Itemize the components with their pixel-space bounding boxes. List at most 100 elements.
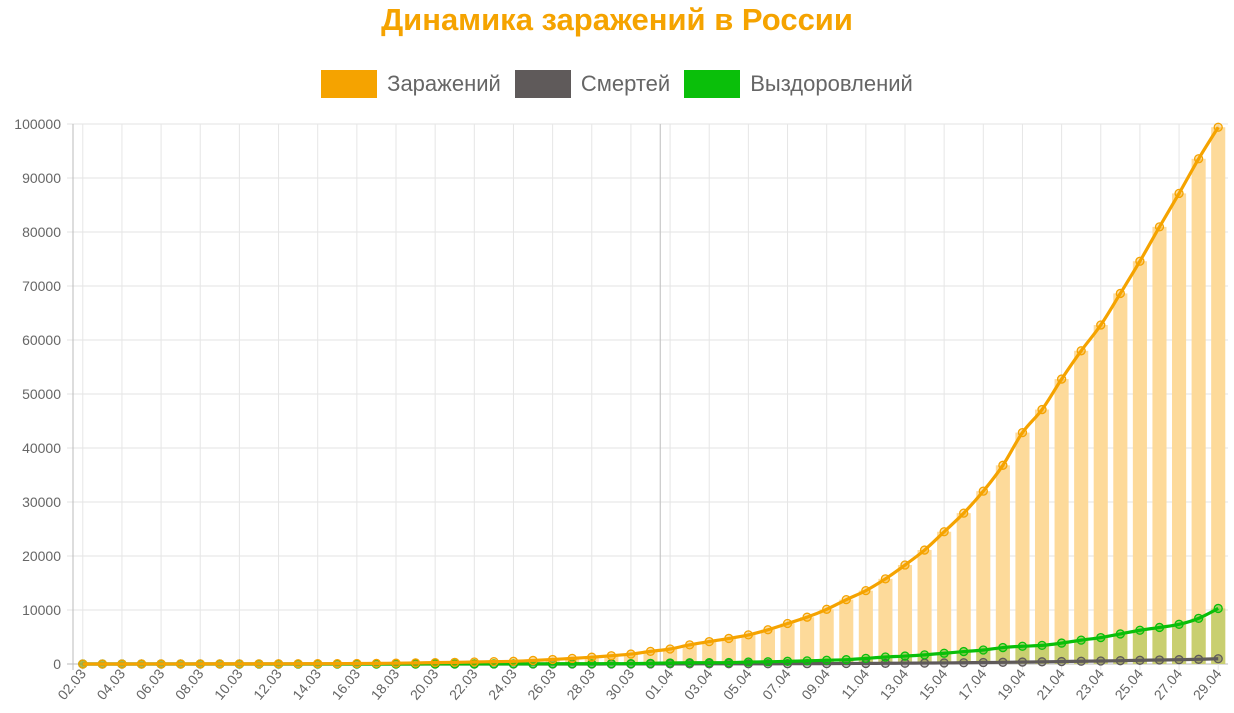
point-infected: [841, 594, 851, 605]
point-infected: [763, 625, 773, 635]
bar-infected: [1074, 350, 1089, 664]
point-deaths: [1076, 656, 1086, 666]
x-tick-label: 30.03: [602, 665, 637, 702]
point-recovered: [1135, 625, 1145, 635]
bar-infected: [819, 609, 834, 664]
point-recovered: [665, 658, 675, 668]
point-deaths: [919, 658, 930, 668]
point-recovered: [978, 645, 988, 655]
point-deaths: [900, 658, 910, 668]
point-infected: [665, 644, 675, 654]
x-tick-label: 29.04: [1190, 665, 1225, 702]
bar-infected: [525, 660, 541, 664]
legend-item-recovered[interactable]: Выздоровлений: [684, 70, 913, 98]
point-infected: [136, 659, 147, 669]
point-infected: [234, 659, 245, 669]
bar-infected: [760, 629, 776, 664]
y-tick-label: 60000: [22, 332, 61, 348]
bar-recovered: [1113, 633, 1128, 664]
point-recovered: [782, 656, 793, 666]
bar-infected: [565, 658, 580, 664]
point-recovered: [1056, 638, 1067, 648]
bar-infected: [721, 638, 736, 664]
bar-infected: [956, 513, 971, 664]
bar-infected: [937, 531, 952, 664]
bar-infected: [976, 491, 991, 664]
x-tick-label: 16.03: [328, 665, 363, 702]
point-deaths: [1115, 656, 1125, 666]
point-infected: [547, 654, 558, 665]
legend-swatch-infected: [321, 70, 378, 98]
bar-infected: [741, 634, 756, 664]
point-infected: [195, 659, 205, 669]
point-recovered: [587, 659, 597, 669]
point-recovered: [763, 657, 773, 667]
point-recovered: [626, 658, 636, 669]
point-recovered: [724, 657, 734, 668]
legend-item-infected[interactable]: Заражений: [321, 70, 501, 98]
point-recovered: [1017, 641, 1028, 651]
point-infected: [743, 630, 754, 640]
point-infected: [78, 659, 88, 669]
point-recovered: [606, 659, 616, 669]
point-infected: [528, 655, 538, 666]
x-tick-label: 21.04: [1033, 665, 1068, 702]
point-infected: [802, 612, 812, 622]
point-recovered: [1115, 629, 1125, 639]
bar-infected: [1034, 409, 1050, 664]
x-tick-label: 23.04: [1072, 665, 1107, 702]
bar-infected: [702, 641, 717, 664]
point-infected: [919, 545, 930, 555]
x-tick-label: 15.04: [916, 665, 951, 702]
point-infected: [626, 649, 636, 659]
point-infected: [1096, 320, 1106, 330]
point-deaths: [1135, 655, 1145, 665]
bar-infected: [800, 617, 815, 664]
point-recovered: [743, 657, 754, 667]
point-deaths: [1154, 655, 1165, 665]
x-tick-label: 03.04: [681, 665, 716, 702]
point-infected: [1076, 346, 1086, 356]
point-recovered: [1154, 622, 1165, 633]
point-recovered: [841, 655, 851, 665]
bar-recovered: [1191, 618, 1206, 664]
point-recovered: [645, 658, 656, 668]
point-infected: [685, 640, 695, 650]
point-infected: [1135, 256, 1145, 266]
point-deaths: [978, 657, 988, 668]
bar-infected: [545, 659, 560, 664]
bar-recovered: [1211, 608, 1226, 664]
point-recovered: [1037, 640, 1047, 651]
x-tick-label: 19.04: [994, 665, 1029, 702]
point-deaths: [1017, 657, 1028, 667]
point-infected: [1213, 122, 1223, 132]
legend-item-deaths[interactable]: Смертей: [514, 70, 670, 98]
x-tick-label: 05.04: [720, 665, 755, 702]
x-tick-label: 20.03: [407, 665, 442, 702]
bar-infected: [682, 644, 697, 664]
point-infected: [489, 656, 499, 667]
y-tick-label: 10000: [22, 602, 61, 618]
x-tick-label: 25.04: [1111, 665, 1146, 702]
point-infected: [606, 651, 616, 661]
point-recovered: [1076, 635, 1086, 645]
bar-infected: [1211, 127, 1226, 664]
point-deaths: [1056, 656, 1067, 667]
x-tick-label: 01.04: [642, 665, 677, 702]
point-deaths: [998, 657, 1008, 667]
x-tick-label: 22.03: [446, 665, 481, 702]
point-infected: [704, 636, 714, 647]
bar-infected: [897, 565, 913, 664]
point-infected: [782, 618, 793, 629]
bar-infected: [1132, 261, 1147, 664]
point-deaths: [1037, 657, 1047, 667]
point-infected: [273, 659, 284, 669]
bar-infected: [1054, 379, 1069, 664]
y-tick-label: 40000: [22, 440, 61, 456]
x-tick-label: 12.03: [250, 665, 285, 702]
point-infected: [293, 659, 303, 669]
point-infected: [567, 653, 577, 664]
bar-recovered: [1074, 640, 1089, 664]
x-tick-label: 07.04: [759, 665, 794, 702]
point-infected: [1017, 427, 1028, 438]
